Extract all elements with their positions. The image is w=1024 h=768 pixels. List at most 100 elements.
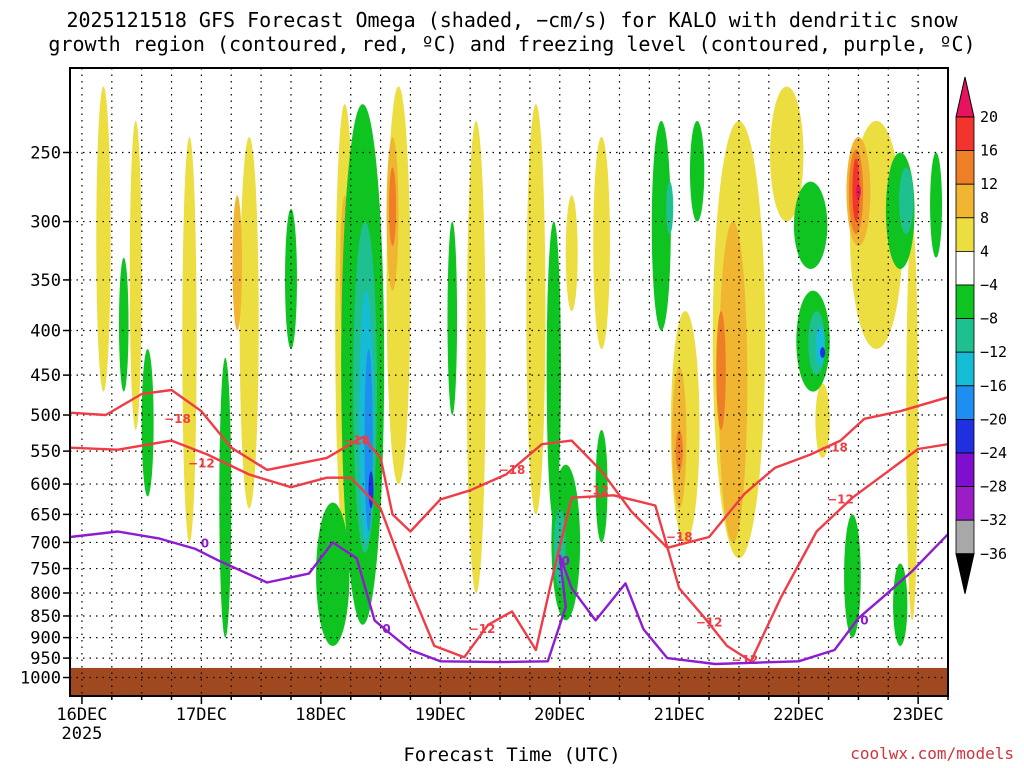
omega-region-56 [930,152,943,258]
omega-region-30 [141,348,154,497]
terrain [70,667,948,696]
omega-region-11 [526,104,546,515]
omega-region-10 [466,120,486,594]
contour--18 [70,388,948,549]
colorbar-label-1: 16 [980,142,998,160]
colorbar-swatch-6 [955,284,975,319]
y-tick-label-3: 400 [30,322,61,342]
plot-frame [69,67,949,697]
omega-region-46 [689,120,705,222]
contour--12 [70,439,948,663]
colorbar-swatch-3 [955,183,975,219]
contour-label--18-4: −18 [821,441,848,455]
x-tick-label-3: 19DEC [415,705,466,725]
x-tick-label-5: 21DEC [654,705,705,725]
y-tick-label-7: 600 [30,475,61,495]
omega-region-17 [675,429,683,472]
y-tick-label-1: 300 [30,213,61,233]
colorbar-swatch-13 [955,519,975,555]
omega-region-51 [820,347,826,358]
x-tick-label-0: 16DEC [56,705,107,725]
y-tick-label-0: 250 [30,144,61,164]
colorbar-label-2: 12 [980,175,998,193]
y-tick-label-10: 750 [30,560,61,580]
omega-region-28 [906,221,919,621]
y-tick-label-12: 850 [30,607,61,627]
colorbar-label-10: −24 [980,444,1007,462]
contour-label-0-3: 0 [860,613,868,627]
x-tick-label-1: 17DEC [176,705,227,725]
omega-region-47 [793,181,828,269]
colorbar-label-13: −36 [980,545,1007,563]
x-tick-label-2: 18DEC [295,705,346,725]
contours: −18 −18 −18 −18 −18 −12 −12 −12 −12 −12 −12 0 0 0 0 [70,388,948,667]
omega-region-2 [182,137,197,543]
terrain-surface [70,667,948,696]
omega-region-32 [285,208,297,349]
omega-region-44 [651,120,671,331]
contour-label--12-0: −12 [188,456,215,470]
contour-label--12-3: −12 [696,616,723,630]
contour-label--12-5: −12 [827,493,854,507]
colorbar-label-6: −8 [980,310,998,328]
omega-region-22 [815,383,830,458]
contour-label--18-2: −18 [499,463,526,477]
colorbar-swatch-12 [955,486,975,521]
y-tick-label-6: 550 [30,442,61,462]
omega-region-1 [129,120,142,430]
y-tick-label-9: 700 [30,533,61,553]
contour-label--18-3: −18 [666,530,693,544]
y-tick-label-11: 800 [30,584,61,604]
colorbar: 20 16 12 8 4 −4 −8 −12 −16 −20 −24 −28 −32 −36 [955,76,1007,594]
omega-shading [96,86,943,646]
colorbar-label-8: −16 [980,377,1007,395]
colorbar-label-9: −20 [980,410,1007,428]
y-tick-label-8: 650 [30,505,61,525]
omega-region-20 [716,311,726,430]
omega-region-9 [388,167,397,246]
colorbar-label-7: −12 [980,343,1007,361]
chart-title-line2: growth region (contoured, red, ºC) and f… [48,32,976,56]
y-tick-label-2: 350 [30,271,61,291]
contour-label--18-1: −18 [343,434,370,448]
y-tick-label-14: 950 [30,649,61,669]
colorbar-bottom-arrow [955,553,975,594]
colorbar-label-5: −4 [980,276,998,294]
y-tick-label-5: 500 [30,406,61,426]
credit-text: coolwx.com/models [850,744,1014,763]
colorbar-label-4: 4 [980,242,989,260]
omega-region-39 [447,221,458,416]
omega-region-50 [815,325,825,367]
omega-region-0 [96,86,111,392]
contour-label-0-0: 0 [201,537,209,551]
colorbar-swatch-7 [955,318,975,353]
y-tick-label-4: 450 [30,366,61,386]
omega-region-38 [368,471,374,509]
colorbar-top-arrow [955,76,975,118]
y-axis-ticks: 2503003504004505005506006507007508008509… [20,144,70,689]
x-tick-label-4: 20DEC [534,705,585,725]
contour-label--12-4: −12 [732,653,759,667]
x-tick-label-7: 23DEC [893,705,944,725]
colorbar-swatch-8 [955,351,975,387]
x-axis-label: Forecast Time (UTC) [403,744,621,766]
colorbar-label-11: −28 [980,478,1007,496]
contour-label-0-1: 0 [382,622,390,636]
contour-label-0-2: 0 [562,554,570,568]
omega-region-27 [855,184,861,199]
omega-region-31 [219,357,232,638]
y-tick-label-13: 900 [30,629,61,649]
colorbar-label-12: −32 [980,511,1007,529]
colorbar-swatch-1 [955,116,975,151]
omega-region-33 [316,502,350,646]
y-tick-label-15: 1000 [20,669,61,689]
omega-region-3 [239,137,259,509]
omega-region-13 [593,137,610,349]
omega-region-40 [546,221,561,521]
colorbar-swatch-9 [955,385,975,420]
contour-label--18-0: −18 [164,412,191,426]
colorbar-label-3: 8 [980,209,989,227]
omega-region-43 [595,429,608,543]
